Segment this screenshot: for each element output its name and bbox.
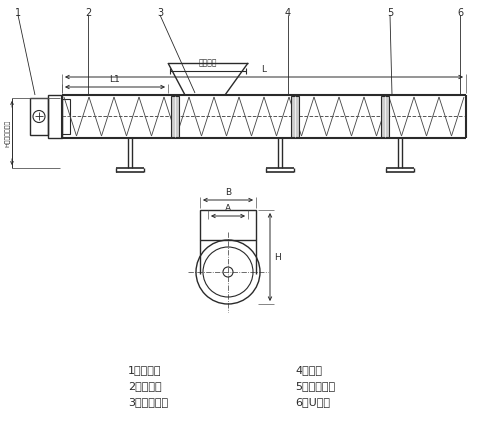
Text: 5、耗磨村墊: 5、耗磨村墊 [295, 381, 335, 391]
Bar [62, 99, 70, 134]
Bar [381, 96, 389, 137]
Text: 5: 5 [387, 8, 393, 18]
Text: 4: 4 [285, 8, 291, 18]
Text: 3: 3 [157, 8, 163, 18]
Text: 6、U形槽: 6、U形槽 [295, 397, 330, 407]
Text: 1、減速機: 1、減速機 [128, 365, 162, 375]
Bar [48, 95, 62, 138]
Text: 用戶自定: 用戶自定 [199, 58, 217, 67]
Text: L1: L1 [110, 75, 120, 84]
Text: 3、螺旋葉片: 3、螺旋葉片 [128, 397, 168, 407]
Text: 6: 6 [457, 8, 463, 18]
Text: 2、落料斗: 2、落料斗 [128, 381, 162, 391]
Bar [200, 210, 256, 240]
Bar [291, 96, 299, 137]
Text: 1: 1 [15, 8, 21, 18]
Text: 2: 2 [85, 8, 91, 18]
Text: H（用戶自定）: H（用戶自定） [4, 119, 10, 146]
Text: L: L [262, 65, 266, 74]
Bar [171, 96, 179, 137]
Bar [30, 98, 48, 135]
Text: 4、支架: 4、支架 [295, 365, 322, 375]
Text: H: H [274, 253, 281, 262]
Text: B: B [225, 188, 231, 197]
Text: A: A [225, 204, 231, 213]
